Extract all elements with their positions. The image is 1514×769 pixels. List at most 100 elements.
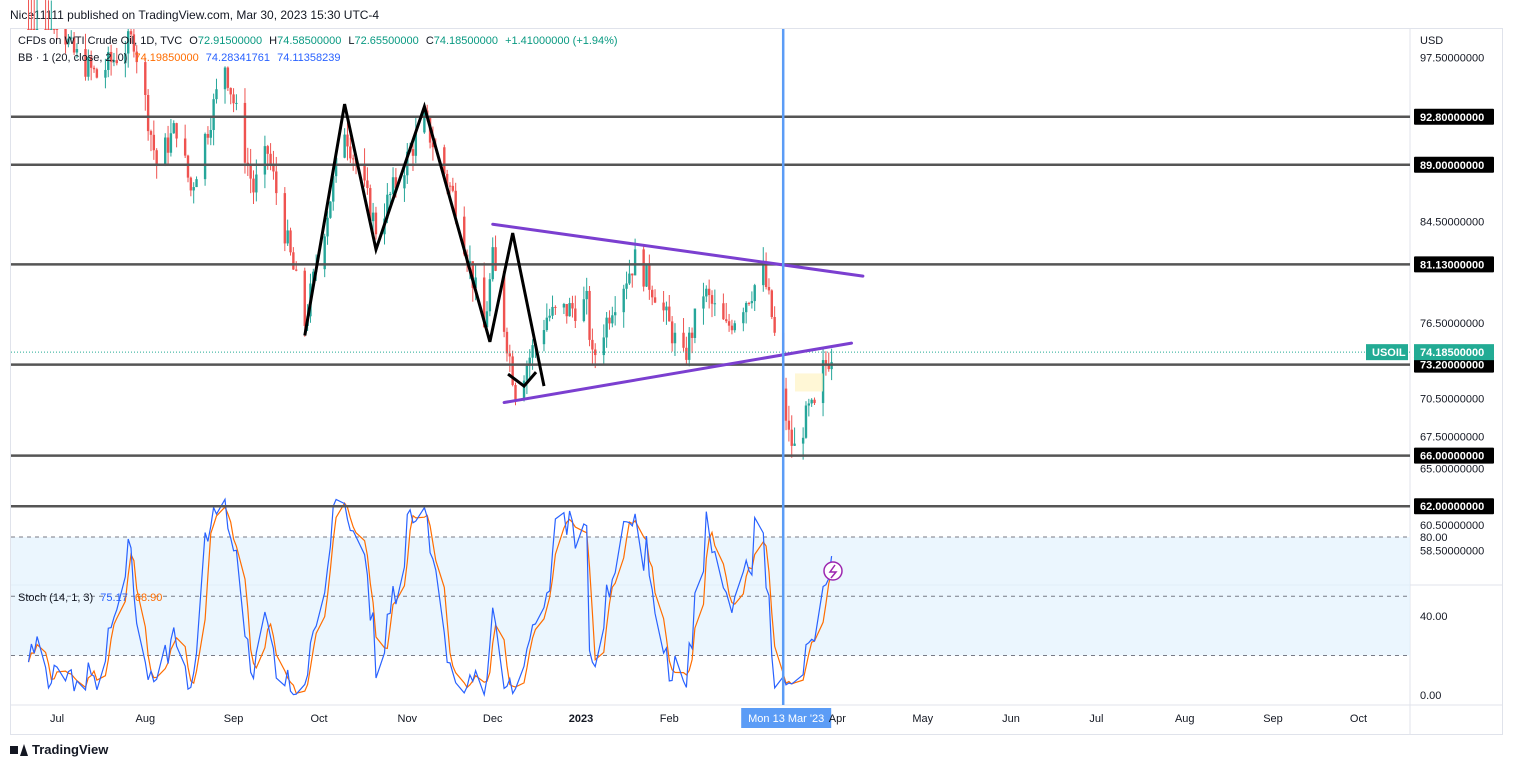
candle (554, 305, 557, 315)
candle-body (445, 173, 449, 186)
candle-body (733, 323, 736, 331)
candle-body (394, 177, 398, 189)
candle (326, 211, 329, 245)
level-price-tag (1414, 256, 1494, 273)
candle (542, 319, 546, 352)
candle (303, 267, 306, 337)
candle-body (742, 312, 745, 324)
candle-body (463, 216, 466, 255)
candle (374, 206, 378, 240)
candle-body (784, 388, 788, 421)
level-price-label: 66.00000000 (1420, 451, 1484, 463)
candle (790, 415, 793, 458)
candle (713, 289, 717, 317)
candle (485, 301, 489, 329)
candle-body (625, 283, 628, 289)
candle (414, 117, 418, 164)
candle-body (146, 94, 150, 132)
candle (622, 284, 625, 328)
price-tick-label: 70.50000000 (1420, 394, 1484, 406)
candle-body (135, 51, 138, 63)
candle-body (685, 347, 688, 360)
lightning-icon[interactable] (823, 561, 843, 581)
candle-body (591, 339, 594, 350)
candle-body (645, 263, 648, 287)
candle-body (511, 356, 514, 386)
candle-body (374, 212, 378, 235)
candle-body (665, 306, 668, 311)
candle (47, 0, 50, 30)
candle-body (642, 249, 645, 287)
symbol-name[interactable]: CFDs on WTI Crude Oil, 1D, TVC (18, 35, 183, 47)
candle-body (602, 337, 605, 356)
candle-body (195, 179, 198, 188)
time-tick-label: Jul (1089, 713, 1103, 725)
stoch-label[interactable]: Stoch (14, 1, 3) (18, 592, 94, 604)
candle-body (431, 142, 435, 148)
candle (613, 296, 617, 326)
candle (112, 52, 116, 67)
candle (591, 328, 594, 364)
candle-body (827, 364, 830, 370)
candle (750, 291, 754, 309)
candle-body (129, 31, 133, 35)
candle-body (371, 212, 375, 222)
candle-body (369, 188, 372, 222)
bb-basis: 74.19850000 (134, 52, 199, 64)
candle (742, 307, 745, 332)
candle (588, 285, 591, 347)
candle-body (770, 290, 774, 318)
candle (255, 159, 258, 202)
candle (682, 318, 685, 352)
candle (44, 0, 47, 30)
candle (727, 313, 731, 332)
candle (149, 129, 153, 152)
candle (286, 219, 289, 246)
candle (263, 135, 267, 189)
candle (84, 33, 87, 81)
candle-body (50, 29, 53, 30)
candle-body (670, 321, 674, 344)
candle-body (169, 133, 173, 153)
candle-body (482, 277, 486, 328)
candle (212, 93, 215, 146)
candle-body (628, 273, 631, 284)
candle-body (272, 163, 275, 172)
stoch-d-line (27, 501, 833, 695)
candles-group (27, 0, 833, 460)
bb-label[interactable]: BB · 1 (20, close, 2, 0) (18, 52, 128, 64)
candle-body (468, 261, 472, 265)
tradingview-footer[interactable]: TradingView (10, 742, 108, 757)
candle-body (89, 57, 93, 68)
crosshair-date-label: Mon 13 Mar '23 (748, 713, 824, 725)
candle (33, 0, 36, 30)
candle-body (568, 303, 571, 317)
candle (152, 120, 156, 160)
candle-body (388, 194, 392, 196)
candle (784, 377, 788, 431)
candle-body (707, 288, 711, 296)
candle (488, 273, 492, 317)
candle-body (323, 236, 326, 270)
candle (343, 128, 346, 159)
stoch-legend: Stoch (14, 1, 3) 75.17 68.90 (18, 592, 166, 604)
candle-body (522, 380, 526, 400)
candle (665, 301, 668, 325)
candle (363, 148, 366, 187)
candle (266, 144, 269, 170)
candle (668, 294, 671, 322)
candle (206, 126, 210, 145)
candle (146, 89, 150, 141)
time-tick-label: Nov (398, 713, 418, 725)
candle (810, 398, 813, 407)
candle (702, 282, 705, 325)
chart-frame (10, 28, 1503, 735)
price-tick-label: 65.00000000 (1420, 463, 1484, 475)
candle-body (693, 308, 697, 338)
candle-body (332, 176, 335, 202)
candle-body (206, 133, 210, 138)
candle (707, 279, 711, 309)
candle (109, 44, 113, 76)
candle-body (249, 164, 252, 179)
